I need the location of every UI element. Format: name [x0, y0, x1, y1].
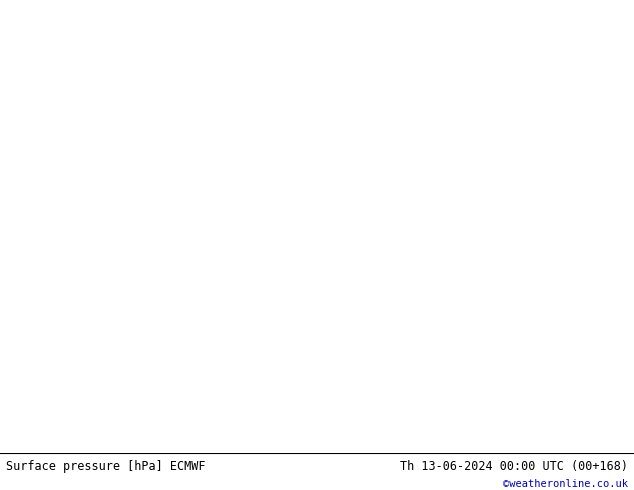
Text: Th 13-06-2024 00:00 UTC (00+168): Th 13-06-2024 00:00 UTC (00+168)	[399, 460, 628, 473]
Text: ©weatheronline.co.uk: ©weatheronline.co.uk	[503, 480, 628, 490]
Text: Surface pressure [hPa] ECMWF: Surface pressure [hPa] ECMWF	[6, 460, 206, 473]
